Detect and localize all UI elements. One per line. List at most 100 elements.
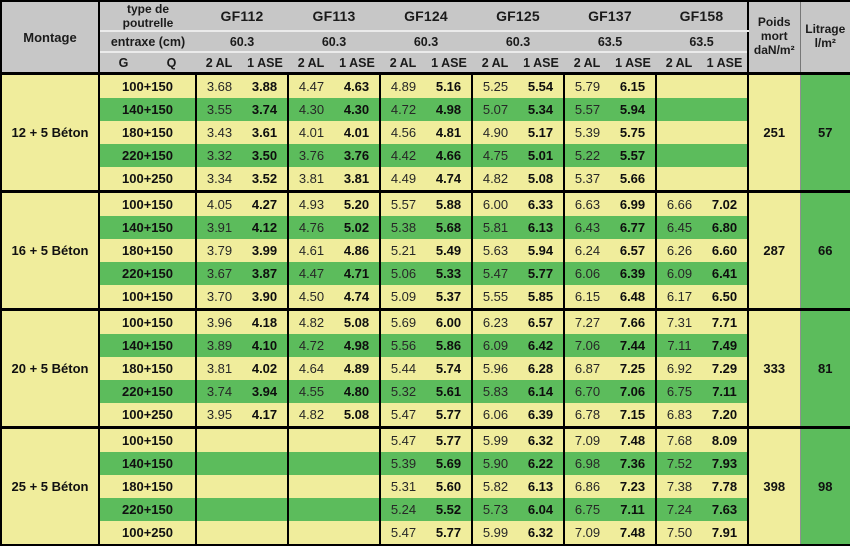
value-cell: 5.69 [379, 309, 426, 334]
value-cell: 5.39 [379, 452, 426, 475]
value-cell: 5.49 [426, 239, 472, 262]
montage-block-4: 25 + 5 Béton 100+150 5.47 5.77 5.99 6.32 7.09 7… [1, 427, 850, 545]
value-cell [242, 475, 288, 498]
value-cell: 6.98 [563, 452, 610, 475]
value-cell: 5.96 [471, 357, 518, 380]
subcol-2al-header: 2 AL [288, 52, 334, 74]
value-cell: 6.57 [610, 239, 656, 262]
value-cell: 7.09 [563, 521, 610, 545]
value-cell: 6.57 [518, 309, 564, 334]
value-cell: 3.90 [242, 285, 288, 310]
value-cell: 7.06 [563, 334, 610, 357]
subcol-1ase-header: 1 ASE [242, 52, 288, 74]
value-cell [242, 427, 288, 452]
table-row: 25 + 5 Béton 100+150 5.47 5.77 5.99 6.32 7.09 7… [1, 427, 850, 545]
value-cell [655, 73, 702, 98]
value-cell [655, 167, 702, 192]
value-cell: 6.43 [563, 216, 610, 239]
value-cell: 4.01 [287, 121, 334, 144]
gq-span-cell: 180+150 [99, 239, 196, 262]
value-cell [334, 452, 380, 475]
litrage-cell: 98 [800, 427, 850, 545]
value-cell: 3.67 [195, 262, 242, 285]
montage-header: Montage [1, 1, 100, 74]
value-cell: 6.39 [610, 262, 656, 285]
value-cell: 5.37 [563, 167, 610, 192]
table-row: 220+150 3.74 3.94 4.55 4.80 5.32 5.61 5.83 6.14 6… [1, 380, 850, 403]
value-cell: 4.82 [471, 167, 518, 192]
value-cell: 6.04 [518, 498, 564, 521]
value-cell: 3.50 [242, 144, 288, 167]
gq-span-cell: 180+150 [99, 121, 196, 144]
gq-span-cell: 140+150 [99, 452, 196, 475]
litrage-header: Litrage l/m² [800, 1, 850, 74]
gq-span-cell: 180+150 [99, 475, 196, 498]
value-cell: 6.33 [518, 191, 564, 216]
value-cell: 5.47 [379, 521, 426, 545]
value-cell: 5.79 [563, 73, 610, 98]
value-cell: 5.47 [379, 427, 426, 452]
value-cell: 5.68 [426, 216, 472, 239]
table-row: 180+150 5.31 5.60 5.82 6.13 6.86 7.23 7.38 7.78 [1, 475, 850, 498]
value-cell: 7.68 [655, 427, 702, 452]
value-cell: 6.45 [655, 216, 702, 239]
value-cell: 5.57 [563, 98, 610, 121]
value-cell: 7.71 [702, 309, 749, 334]
value-cell: 5.34 [518, 98, 564, 121]
table-row: 220+150 5.24 5.52 5.73 6.04 6.75 7.11 7.24 7.63 [1, 498, 850, 521]
value-cell: 6.60 [702, 239, 749, 262]
table-row: 20 + 5 Béton 100+150 3.96 4.18 4.82 5.08 5.69 6… [1, 309, 850, 428]
gq-span-cell: 220+150 [99, 144, 196, 167]
value-cell: 7.24 [655, 498, 702, 521]
gq-span-cell: 140+150 [99, 216, 196, 239]
table-row: 140+150 5.39 5.69 5.90 6.22 6.98 7.36 7.52 7.93 [1, 452, 850, 475]
value-cell: 6.75 [655, 380, 702, 403]
value-cell: 5.94 [610, 98, 656, 121]
value-cell: 5.52 [426, 498, 472, 521]
value-cell: 6.09 [471, 334, 518, 357]
value-cell: 4.72 [379, 98, 426, 121]
header-row-subcols: G Q 2 AL 1 ASE 2 AL 1 ASE 2 AL 1 ASE 2 AL 1 ASE… [1, 52, 850, 74]
value-cell: 7.78 [702, 475, 749, 498]
beam-type-header: GF158 [656, 1, 748, 32]
subcol-1ase-header: 1 ASE [426, 52, 472, 74]
value-cell: 6.50 [702, 285, 749, 310]
value-cell: 5.33 [426, 262, 472, 285]
value-cell: 6.42 [518, 334, 564, 357]
value-cell: 7.36 [610, 452, 656, 475]
value-cell: 5.85 [518, 285, 564, 310]
value-cell [287, 475, 334, 498]
gq-span-cell: 100+150 [99, 73, 196, 98]
value-cell [195, 521, 242, 545]
value-cell: 3.74 [242, 98, 288, 121]
value-cell: 4.86 [334, 239, 380, 262]
value-cell: 6.15 [563, 285, 610, 310]
gq-span-cell: 220+150 [99, 380, 196, 403]
entraxe-value: 60.3 [288, 31, 380, 53]
gq-span-cell: 100+150 [99, 285, 196, 310]
value-cell: 6.86 [563, 475, 610, 498]
value-cell [702, 121, 749, 144]
value-cell: 7.52 [655, 452, 702, 475]
table-row: 100+150 3.70 3.90 4.50 4.74 5.09 5.37 5.55 5.85 6… [1, 285, 850, 310]
value-cell: 3.88 [242, 73, 288, 98]
value-cell: 6.32 [518, 521, 564, 545]
gq-span-cell: 220+150 [99, 262, 196, 285]
value-cell: 4.12 [242, 216, 288, 239]
value-cell: 3.52 [242, 167, 288, 192]
value-cell: 5.55 [471, 285, 518, 310]
entraxe-value: 60.3 [472, 31, 564, 53]
value-cell: 5.17 [518, 121, 564, 144]
value-cell: 6.15 [610, 73, 656, 98]
value-cell: 3.55 [195, 98, 242, 121]
value-cell: 7.20 [702, 403, 749, 428]
value-cell: 5.37 [426, 285, 472, 310]
table-row: 180+150 3.43 3.61 4.01 4.01 4.56 4.81 4.90 5.17 5… [1, 121, 850, 144]
value-cell [195, 498, 242, 521]
value-cell: 5.22 [563, 144, 610, 167]
entraxe-value: 63.5 [656, 31, 748, 53]
montage-cell: 16 + 5 Béton [1, 191, 100, 310]
value-cell [334, 427, 380, 452]
